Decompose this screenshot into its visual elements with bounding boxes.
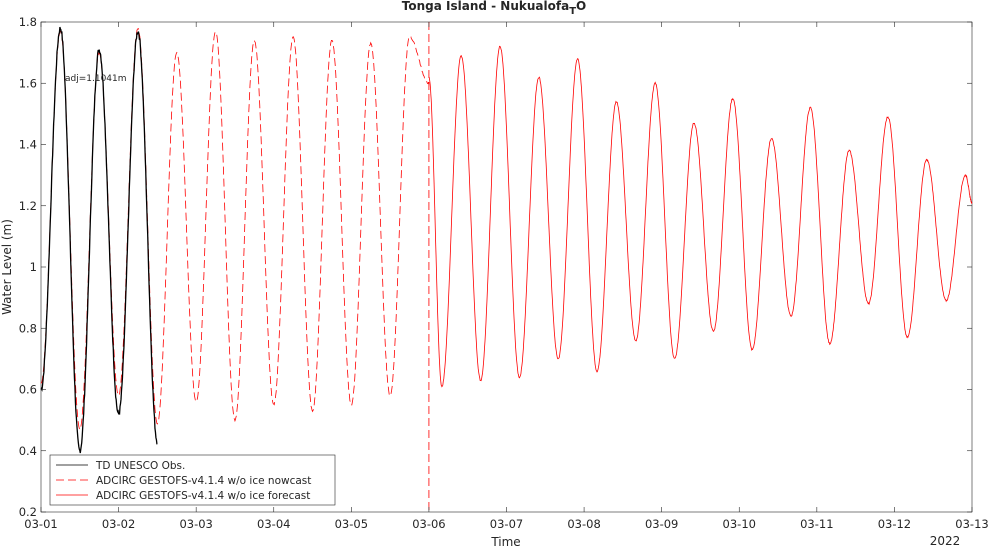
legend: TD UNESCO Obs. ADCIRC GESTOFS-v4.1.4 w/o… (49, 454, 336, 506)
legend-label-forecast: ADCIRC GESTOFS-v4.1.4 w/o ice forecast (96, 490, 310, 502)
x-tick-label: 03-08 (567, 517, 600, 531)
adjustment-annotation: adj=1.1041m (65, 74, 127, 84)
x-tick-label: 03-06 (412, 517, 445, 531)
x-tick-label: 03-12 (878, 517, 911, 531)
series-layer (40, 22, 973, 512)
y-tick-label: 1 (30, 260, 37, 274)
year-label: 2022 (930, 534, 961, 547)
x-tick-label: 03-11 (800, 517, 833, 531)
y-tick-label: 0.4 (19, 444, 37, 458)
legend-label-nowcast: ADCIRC GESTOFS-v4.1.4 w/o ice nowcast (96, 475, 311, 487)
x-axis-label: Time (490, 535, 520, 547)
x-tick-label: 03-05 (335, 517, 368, 531)
y-axis-label: Water Level (m) (0, 219, 14, 315)
y-tick-label: 1.2 (19, 199, 37, 213)
chart-title-suffix: O (576, 0, 586, 13)
chart-title: Tonga Island - NukualofaTO (402, 0, 586, 17)
legend-label-obs: TD UNESCO Obs. (95, 460, 185, 472)
y-tick-label: 0.8 (19, 321, 37, 335)
x-tick-label: 03-07 (490, 517, 523, 531)
x-tick-label: 03-10 (723, 517, 756, 531)
x-tick-label: 03-01 (24, 517, 57, 531)
y-tick-label: 0.2 (19, 505, 37, 519)
ticks-layer: 03-01 03-02 03-03 03-04 03-05 03-06 03-07 03-08… (19, 15, 989, 531)
x-tick-label: 03-02 (102, 517, 135, 531)
series-line-nowcast (40, 28, 430, 431)
y-tick-label: 1.4 (19, 138, 37, 152)
x-tick-label: 03-09 (645, 517, 678, 531)
series-line-forecast (428, 45, 973, 388)
x-tick-label: 03-03 (179, 517, 212, 531)
x-tick-label: 03-13 (955, 517, 988, 531)
x-tick-label: 03-04 (257, 517, 290, 531)
plot-area-border (40, 21, 973, 513)
chart-title-main: Tonga Island - Nukualofa (402, 0, 569, 13)
y-tick-label: 1.6 (19, 76, 37, 90)
chart-title-subscript: T (569, 6, 576, 17)
y-tick-label: 0.6 (19, 383, 37, 397)
y-tick-label: 1.8 (19, 15, 37, 29)
axes-frame (40, 21, 973, 513)
series-line-obs (40, 26, 158, 454)
legend-box (49, 454, 336, 506)
